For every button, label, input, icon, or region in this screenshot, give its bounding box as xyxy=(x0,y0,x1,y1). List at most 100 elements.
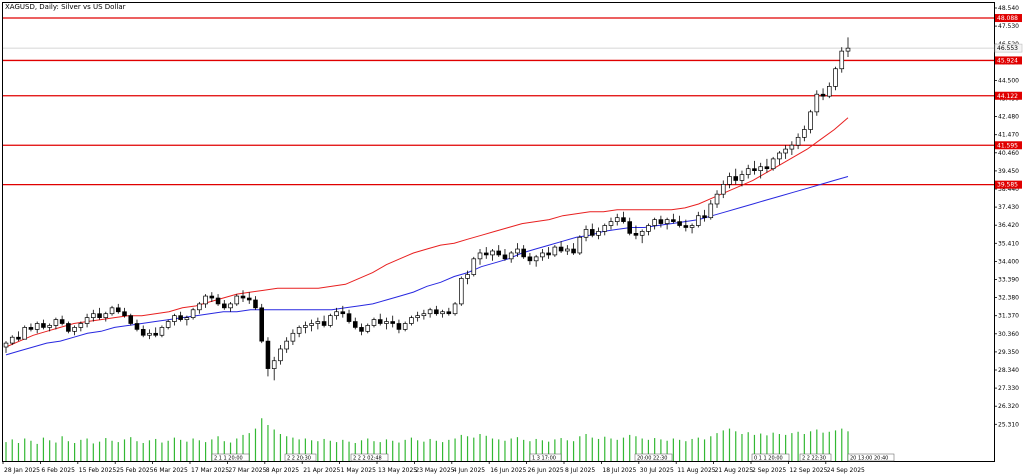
candle-body xyxy=(459,278,464,305)
x-tick-label: 15 Feb 2025 xyxy=(79,467,117,474)
candle xyxy=(652,217,657,230)
candle xyxy=(209,292,215,302)
level-labels: 48.088 45.924 44.122 41.595 39.585 46.553 xyxy=(994,14,1023,189)
candle xyxy=(265,337,271,377)
candle xyxy=(621,211,626,224)
candle-body xyxy=(814,93,820,113)
x-tick-label: 21 Apr 2025 xyxy=(303,467,340,474)
candle xyxy=(228,301,233,312)
candle xyxy=(608,217,614,230)
candle xyxy=(334,307,339,320)
candle xyxy=(521,245,526,259)
candle xyxy=(814,90,820,116)
candle-body xyxy=(215,297,221,305)
event-marker-box xyxy=(529,453,562,462)
candle xyxy=(646,223,651,236)
y-tick-label: 39.450 xyxy=(998,168,1019,175)
candle xyxy=(384,317,389,330)
candle xyxy=(515,243,520,257)
candle xyxy=(745,164,751,179)
candle-body xyxy=(271,360,277,369)
y-tick-label: 47.530 xyxy=(998,23,1019,30)
candle-body xyxy=(633,233,639,236)
level-label-box xyxy=(995,91,1022,100)
candle xyxy=(596,227,601,240)
event-marker-box xyxy=(799,453,832,462)
candle-body xyxy=(820,93,826,97)
candle xyxy=(483,247,489,259)
candle xyxy=(91,309,96,322)
candle xyxy=(465,270,470,285)
candle-body xyxy=(115,307,121,313)
candle xyxy=(421,309,427,320)
y-tick-label: 35.410 xyxy=(998,240,1019,247)
candle xyxy=(502,249,508,261)
candle xyxy=(508,250,514,263)
y-tick-label: 38.440 xyxy=(998,186,1019,193)
x-tick-label: 30 Jul 2025 xyxy=(640,467,674,474)
candle-body xyxy=(240,295,246,299)
y-tick-label: 29.350 xyxy=(998,349,1019,356)
candle-body xyxy=(296,327,302,334)
candle xyxy=(452,301,458,316)
candle-body xyxy=(696,215,701,226)
candle-body xyxy=(203,295,208,305)
candle xyxy=(159,325,165,338)
candle-body xyxy=(571,248,576,254)
candle xyxy=(365,323,371,334)
x-tick-label: 6 Mar 2025 xyxy=(154,467,188,474)
candle xyxy=(253,296,258,310)
candle xyxy=(296,325,302,338)
candle xyxy=(28,323,34,332)
candle xyxy=(589,223,595,238)
candle-body xyxy=(752,168,757,172)
candle xyxy=(627,217,632,236)
candle-body xyxy=(664,219,670,224)
candle xyxy=(490,249,495,261)
candle-body xyxy=(234,295,240,305)
x-tick-label: 13 May 2025 xyxy=(378,467,417,474)
candle-body xyxy=(596,231,601,236)
candle-body xyxy=(496,250,502,256)
candle xyxy=(808,109,813,134)
candle xyxy=(427,307,433,318)
candle-body xyxy=(583,229,589,238)
event-marker-box xyxy=(634,453,673,462)
candle-body xyxy=(565,248,570,252)
candle xyxy=(215,294,221,306)
event-marker-label: 2 2 20:30 xyxy=(287,456,311,462)
candle-body xyxy=(708,203,714,219)
candle xyxy=(471,256,477,277)
candle xyxy=(303,321,308,334)
candle xyxy=(134,319,140,332)
candle xyxy=(658,215,664,228)
candle xyxy=(802,125,807,142)
candle xyxy=(827,82,832,99)
candle-body xyxy=(371,319,377,326)
candle xyxy=(340,305,346,318)
level-label-box xyxy=(995,141,1022,150)
candle xyxy=(820,88,826,101)
candle-body xyxy=(78,323,84,328)
candle-body xyxy=(396,323,402,330)
x-tick-label: 8 Apr 2025 xyxy=(266,467,299,474)
candle-body xyxy=(702,215,707,219)
moving-average-slow xyxy=(5,176,849,356)
candle-body xyxy=(384,321,389,324)
candle-body xyxy=(265,340,271,369)
candle xyxy=(47,323,52,332)
candle xyxy=(446,307,452,316)
candle-body xyxy=(84,317,90,324)
level-label-text: 45.924 xyxy=(997,57,1018,64)
candle xyxy=(689,223,695,234)
x-tick-label: 4 Jun 2025 xyxy=(453,467,485,474)
candle-body xyxy=(540,252,545,258)
candle xyxy=(122,307,127,318)
candle-body xyxy=(627,221,632,234)
candle-body xyxy=(340,311,346,315)
x-tick-label: 18 Jul 2025 xyxy=(602,467,636,474)
candle xyxy=(72,325,77,336)
candle xyxy=(602,223,608,236)
candle-body xyxy=(246,297,252,301)
candle xyxy=(222,299,227,310)
